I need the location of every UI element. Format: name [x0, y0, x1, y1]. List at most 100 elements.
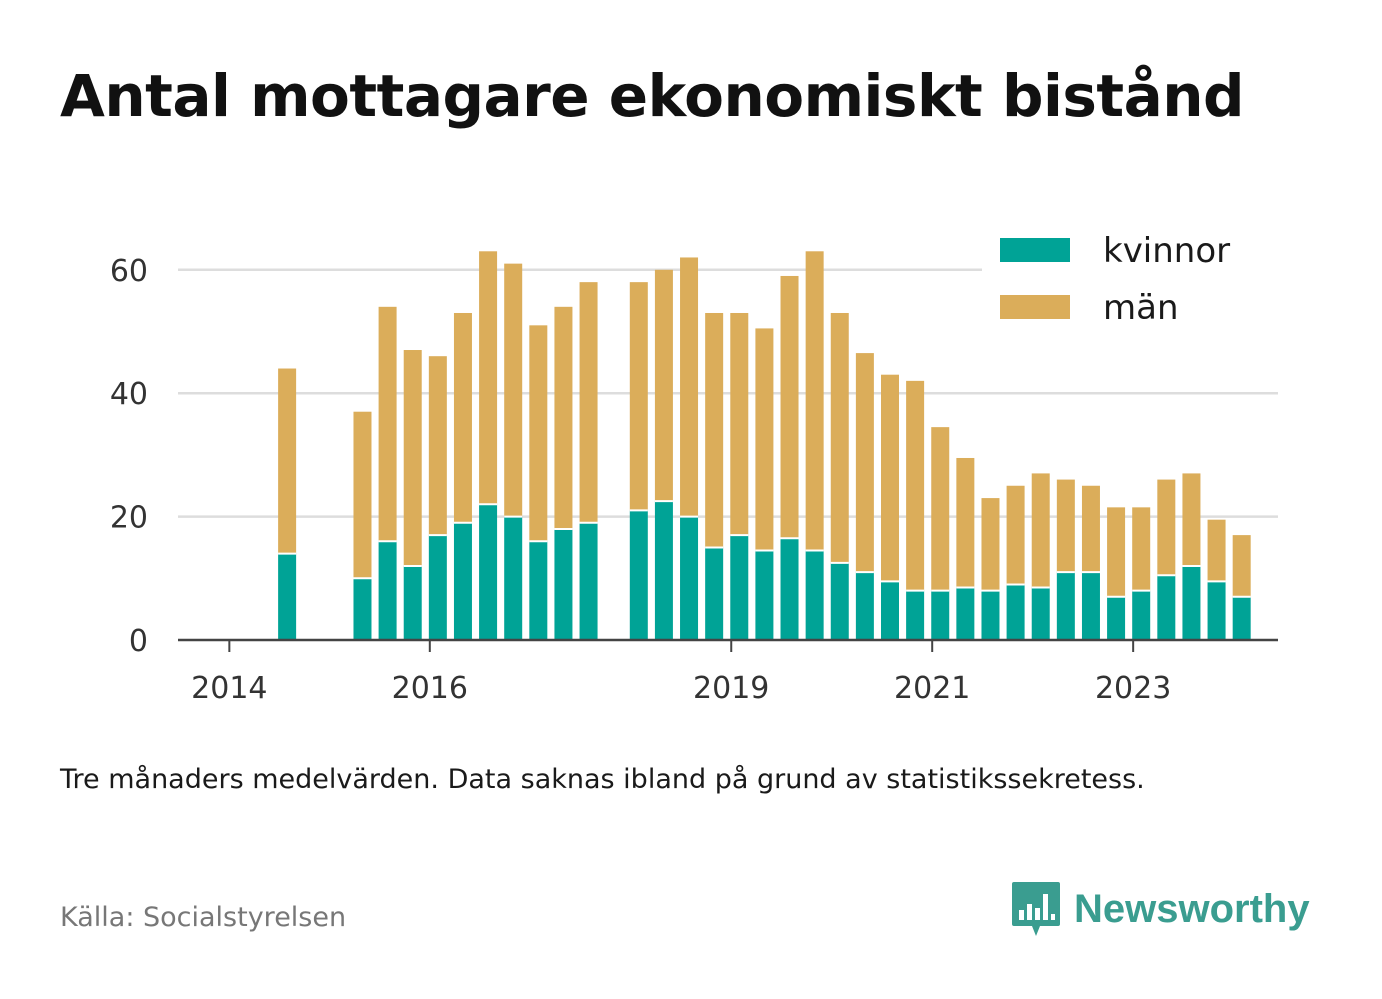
bar-group: [378, 306, 397, 640]
bar-kvinnor: [780, 538, 799, 640]
bar-kvinnor: [278, 553, 297, 640]
bar-kvinnor: [479, 504, 498, 640]
bar-kvinnor: [529, 541, 548, 640]
bar-man: [479, 251, 498, 505]
bar-man: [1132, 507, 1151, 591]
bar-kvinnor: [579, 522, 598, 640]
bar-man: [1182, 473, 1201, 566]
bar-man: [378, 306, 397, 542]
bar-group: [931, 427, 950, 640]
legend-label: kvinnor: [1103, 231, 1230, 271]
bar-kvinnor: [378, 541, 397, 640]
bar-kvinnor: [1207, 581, 1226, 640]
x-tick-label: 2021: [894, 671, 970, 706]
bar-kvinnor: [805, 550, 824, 640]
bar-kvinnor: [855, 572, 874, 640]
legend-swatch: [1000, 238, 1070, 262]
bar-man: [403, 350, 422, 566]
bar-kvinnor: [629, 510, 648, 640]
bar-kvinnor: [906, 590, 925, 640]
bar-man: [956, 457, 975, 588]
bar-kvinnor: [1132, 590, 1151, 640]
bar-man: [680, 257, 699, 517]
chart-note: Tre månaders medelvärden. Data saknas ib…: [60, 764, 1145, 795]
bar-group: [629, 282, 648, 640]
bar-man: [830, 312, 849, 563]
bars: [278, 251, 1251, 640]
bar-man: [730, 312, 749, 536]
bar-group: [805, 251, 824, 640]
bar-man: [504, 263, 523, 517]
bar-man: [780, 275, 799, 539]
bar-man: [1157, 479, 1176, 576]
bar-group: [353, 411, 372, 640]
bar-man: [654, 269, 673, 502]
stacked-bar-chart: 0 20 40 60 2014 2016 2019 2021 2023 kvinnor män: [109, 226, 1278, 706]
bar-kvinnor: [403, 565, 422, 640]
bar-kvinnor: [1006, 584, 1025, 640]
bar-group: [830, 312, 849, 640]
bar-group: [1056, 479, 1075, 640]
bar-group: [278, 368, 297, 640]
bar-group: [755, 328, 774, 640]
bar-kvinnor: [830, 562, 849, 640]
y-tick-label: 60: [110, 254, 148, 289]
bar-kvinnor: [1107, 596, 1126, 640]
bar-group: [403, 350, 422, 640]
bar-group: [1107, 507, 1126, 640]
y-tick-label: 40: [110, 377, 148, 412]
bar-group: [780, 275, 799, 640]
bar-kvinnor: [1232, 596, 1251, 640]
bar-man: [931, 427, 950, 591]
bar-man: [755, 328, 774, 551]
bar-man: [453, 312, 472, 523]
bar-group: [1031, 473, 1050, 640]
bar-kvinnor: [981, 590, 1000, 640]
bar-man: [906, 380, 925, 591]
bar-man: [629, 282, 648, 511]
y-tick-label: 0: [129, 624, 148, 659]
bar-kvinnor: [755, 550, 774, 640]
bar-kvinnor: [1056, 572, 1075, 640]
bar-man: [1031, 473, 1050, 588]
bar-group: [529, 325, 548, 640]
bar-kvinnor: [554, 528, 573, 640]
axes: 0 20 40 60 2014 2016 2019 2021 2023: [110, 254, 1278, 706]
bar-man: [805, 251, 824, 551]
legend-swatch: [1000, 295, 1070, 319]
bar-group: [1182, 473, 1201, 640]
bar-man: [1056, 479, 1075, 573]
bar-group: [956, 457, 975, 640]
y-tick-label: 20: [110, 501, 148, 536]
bar-man: [705, 312, 724, 548]
x-tick-label: 2023: [1095, 671, 1171, 706]
bar-man: [579, 282, 598, 523]
bar-man: [554, 306, 573, 529]
bar-kvinnor: [956, 587, 975, 640]
bar-group: [705, 312, 724, 640]
x-tick-label: 2019: [693, 671, 769, 706]
bar-man: [981, 498, 1000, 591]
bar-kvinnor: [1182, 565, 1201, 640]
bar-kvinnor: [428, 535, 447, 640]
legend: kvinnor män: [982, 226, 1278, 336]
bar-group: [1232, 535, 1251, 640]
bar-kvinnor: [931, 590, 950, 640]
bar-group: [654, 269, 673, 640]
bar-group: [981, 498, 1000, 640]
bar-group: [1132, 507, 1151, 640]
bar-group: [881, 374, 899, 640]
bar-man: [353, 411, 372, 579]
bar-man: [1081, 485, 1100, 573]
bar-group: [504, 263, 523, 640]
bar-man: [1006, 485, 1025, 585]
bar-group: [428, 356, 447, 640]
bar-group: [579, 282, 598, 640]
x-tick-label: 2016: [392, 671, 468, 706]
bar-man: [1107, 507, 1126, 597]
bar-kvinnor: [1031, 587, 1050, 640]
bar-kvinnor: [453, 522, 472, 640]
bar-group: [855, 353, 874, 640]
bar-kvinnor: [353, 578, 372, 640]
bar-group: [680, 257, 699, 640]
